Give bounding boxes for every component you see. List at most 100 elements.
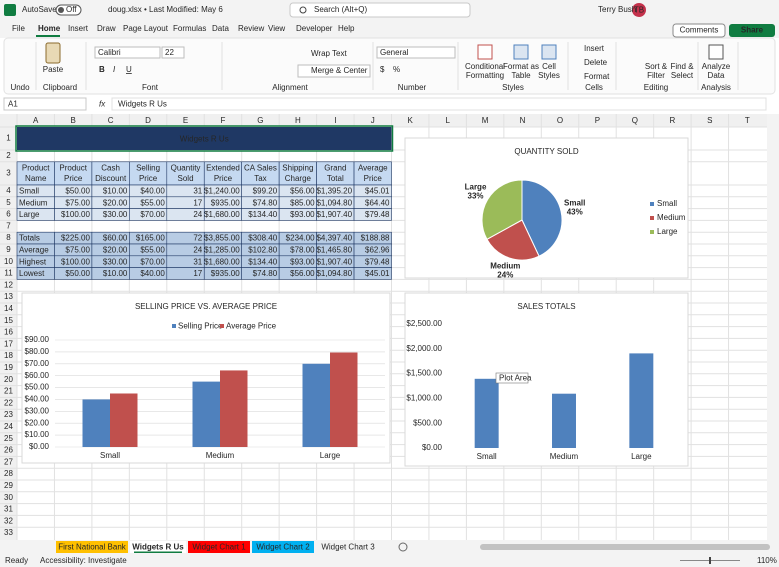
paste-icon[interactable]	[45, 42, 61, 64]
y-tick-label: $10.00	[25, 430, 50, 439]
number-format-box[interactable]	[376, 46, 456, 59]
font-size[interactable]: 22	[165, 48, 174, 57]
header-text: Product	[22, 163, 50, 172]
menu-tab[interactable]: Formulas	[173, 24, 206, 33]
menu-tab[interactable]: Page Layout	[123, 24, 169, 33]
menu-tab[interactable]: Developer	[296, 24, 333, 33]
cell-text: Highest	[19, 257, 47, 266]
formula-input[interactable]	[111, 97, 767, 111]
search-box[interactable]	[289, 2, 471, 18]
ribbon-group-label: Editing	[644, 83, 668, 92]
font-name[interactable]: Calibri	[98, 48, 121, 57]
menu-tab[interactable]: View	[268, 24, 285, 33]
cell-text: $234.00	[286, 234, 315, 243]
status-accessibility: Accessibility: Investigate	[40, 556, 127, 565]
ribbon-group-label: Font	[142, 83, 159, 92]
cell-styles[interactable]: Styles	[538, 71, 560, 80]
search-icon	[299, 6, 307, 14]
styles-icon[interactable]	[541, 44, 557, 60]
conditional-icon[interactable]	[477, 44, 493, 60]
add-sheet-button[interactable]	[398, 542, 408, 552]
row-header: 29	[4, 481, 13, 490]
avatar[interactable]	[632, 3, 646, 17]
italic-button[interactable]: I	[113, 65, 116, 74]
merge-center[interactable]: Merge & Center	[311, 66, 368, 75]
column-header: D	[145, 116, 151, 125]
sheet-tab[interactable]	[188, 541, 250, 553]
sheet-tab-label[interactable]: First National Bank	[58, 543, 127, 552]
cell-text: $55.00	[140, 246, 165, 255]
format-button[interactable]: Format	[584, 72, 610, 81]
cell-text: Lowest	[19, 269, 45, 278]
bold-button[interactable]: B	[99, 65, 105, 74]
y-tick-label: $2,000.00	[406, 344, 442, 353]
sheet-tab[interactable]	[252, 541, 314, 553]
menu-tab[interactable]: Draw	[97, 24, 116, 33]
row-header: 25	[4, 434, 13, 443]
merge-box[interactable]	[297, 64, 371, 78]
conditional-formatting[interactable]: Conditional	[465, 62, 505, 71]
cell-styles[interactable]: Cell	[542, 62, 556, 71]
menu-tab[interactable]: Data	[212, 24, 229, 33]
legend-label: Selling Price	[178, 322, 223, 331]
cell-text: 24	[193, 210, 202, 219]
row-header: 4	[6, 186, 11, 195]
format-as-table[interactable]: Format as	[503, 62, 539, 71]
column-header: B	[71, 116, 76, 125]
sheet-tab[interactable]	[316, 541, 380, 553]
insert-button[interactable]: Insert	[584, 44, 605, 53]
menu-tab[interactable]: Review	[238, 24, 264, 33]
row-header: 24	[4, 422, 13, 431]
sheet-tab-label[interactable]: Widget Chart 2	[256, 543, 310, 552]
underline-button[interactable]: U	[126, 65, 132, 74]
horizontal-scrollbar[interactable]	[480, 544, 770, 550]
find-select[interactable]: Select	[671, 71, 694, 80]
y-tick-label: $500.00	[413, 418, 442, 427]
paste-label[interactable]: Paste	[43, 65, 64, 74]
pie-slice	[481, 179, 523, 240]
sheet-tab-label[interactable]: Widget Chart 1	[192, 543, 246, 552]
analyze-icon[interactable]	[708, 44, 724, 60]
cell-text: $70.00	[140, 257, 165, 266]
toggle-label: Off	[66, 5, 77, 14]
column-header: F	[221, 116, 226, 125]
conditional-formatting[interactable]: Formatting	[466, 71, 504, 80]
wrap-text[interactable]: Wrap Text	[311, 49, 347, 58]
sort-filter[interactable]: Filter	[647, 71, 665, 80]
format-as-table[interactable]: Table	[511, 71, 531, 80]
currency-button[interactable]: $	[380, 65, 385, 74]
sheet-tab[interactable]	[130, 541, 186, 553]
sheet-tab-label[interactable]: Widget Chart 3	[321, 543, 375, 552]
sort-filter[interactable]: Sort &	[645, 62, 668, 71]
zoom-thumb[interactable]	[709, 557, 711, 564]
x-tick-label: Medium	[206, 451, 235, 460]
percent-button[interactable]: %	[393, 65, 400, 74]
menu-tab[interactable]: File	[12, 24, 25, 33]
name-box[interactable]	[3, 97, 87, 111]
comments-button[interactable]	[672, 23, 726, 38]
font-size-box[interactable]	[161, 46, 185, 59]
analyze-data[interactable]: Analyze	[702, 62, 731, 71]
status-ready: Ready	[5, 556, 28, 565]
analyze-data[interactable]: Data	[708, 71, 725, 80]
share-button[interactable]	[729, 24, 775, 37]
row-header: 11	[4, 269, 13, 278]
share-label[interactable]: Share	[741, 26, 764, 35]
y-tick-label: $30.00	[25, 406, 50, 415]
number-format[interactable]: General	[380, 48, 409, 57]
delete-button[interactable]: Delete	[584, 58, 608, 67]
vertical-scrollbar[interactable]	[767, 114, 779, 540]
menu-tab[interactable]: Insert	[68, 24, 89, 33]
menu-tab[interactable]: Help	[338, 24, 355, 33]
sheet-tab-label[interactable]: Widgets R Us	[132, 543, 184, 552]
find-select[interactable]: Find &	[670, 62, 694, 71]
row-header: 5	[6, 198, 11, 207]
menu-tab[interactable]: Home	[38, 24, 61, 33]
cell-text: $70.00	[140, 210, 165, 219]
sheet-tab[interactable]	[56, 541, 128, 553]
comments-label[interactable]: Comments	[680, 26, 719, 35]
ribbon-group-label: Number	[398, 83, 427, 92]
table-icon[interactable]	[513, 44, 529, 60]
font-box[interactable]	[94, 46, 161, 59]
header-text: Price	[214, 174, 233, 183]
